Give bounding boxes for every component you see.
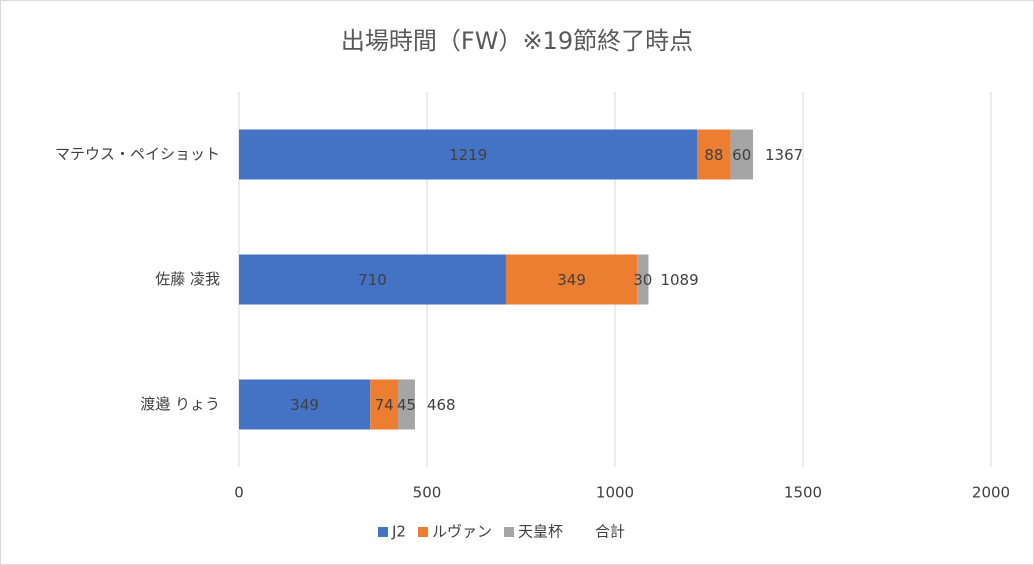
x-tick-label: 0 — [234, 484, 244, 502]
legend-swatch — [417, 527, 428, 537]
bar-segment — [239, 129, 698, 180]
y-tick-label: 佐藤 凌我 — [155, 270, 220, 288]
bar-segment — [239, 254, 506, 305]
y-tick-label: 渡邉 りょう — [140, 395, 220, 413]
bar-segment — [398, 379, 415, 430]
x-tick-label: 1000 — [596, 484, 634, 502]
x-tick-label: 1500 — [784, 484, 822, 502]
data-label: 60 — [732, 146, 751, 164]
y-tick-label: マテウス・ペイショット — [55, 145, 220, 163]
x-tick-label: 2000 — [972, 484, 1010, 502]
data-label: 45 — [397, 396, 416, 414]
legend-label: J2 — [391, 523, 406, 541]
data-label: 1219 — [449, 146, 487, 164]
legend-swatch — [503, 527, 514, 537]
data-label: 74 — [375, 396, 394, 414]
bar-segment — [730, 129, 753, 180]
bar-segment — [637, 254, 649, 305]
bar-segment — [239, 379, 371, 430]
chart-title: 出場時間（FW）※19節終了時点 — [341, 27, 693, 55]
data-label: 349 — [557, 271, 586, 289]
bar-segment — [505, 254, 638, 305]
bar-segment — [697, 129, 731, 180]
data-label: 1367 — [765, 146, 803, 164]
legend-swatch — [378, 527, 388, 537]
legend-label: 合計 — [595, 523, 625, 541]
x-tick-label: 500 — [413, 484, 442, 502]
data-label: 349 — [290, 396, 319, 414]
data-label: 88 — [704, 146, 723, 164]
bar-segment — [370, 379, 399, 430]
data-label: 30 — [633, 271, 652, 289]
legend-label: 天皇杯 — [518, 523, 563, 541]
data-label: 468 — [427, 396, 456, 414]
data-label: 1089 — [660, 271, 698, 289]
legend-label: ルヴァン — [432, 523, 492, 541]
data-label: 710 — [358, 271, 387, 289]
